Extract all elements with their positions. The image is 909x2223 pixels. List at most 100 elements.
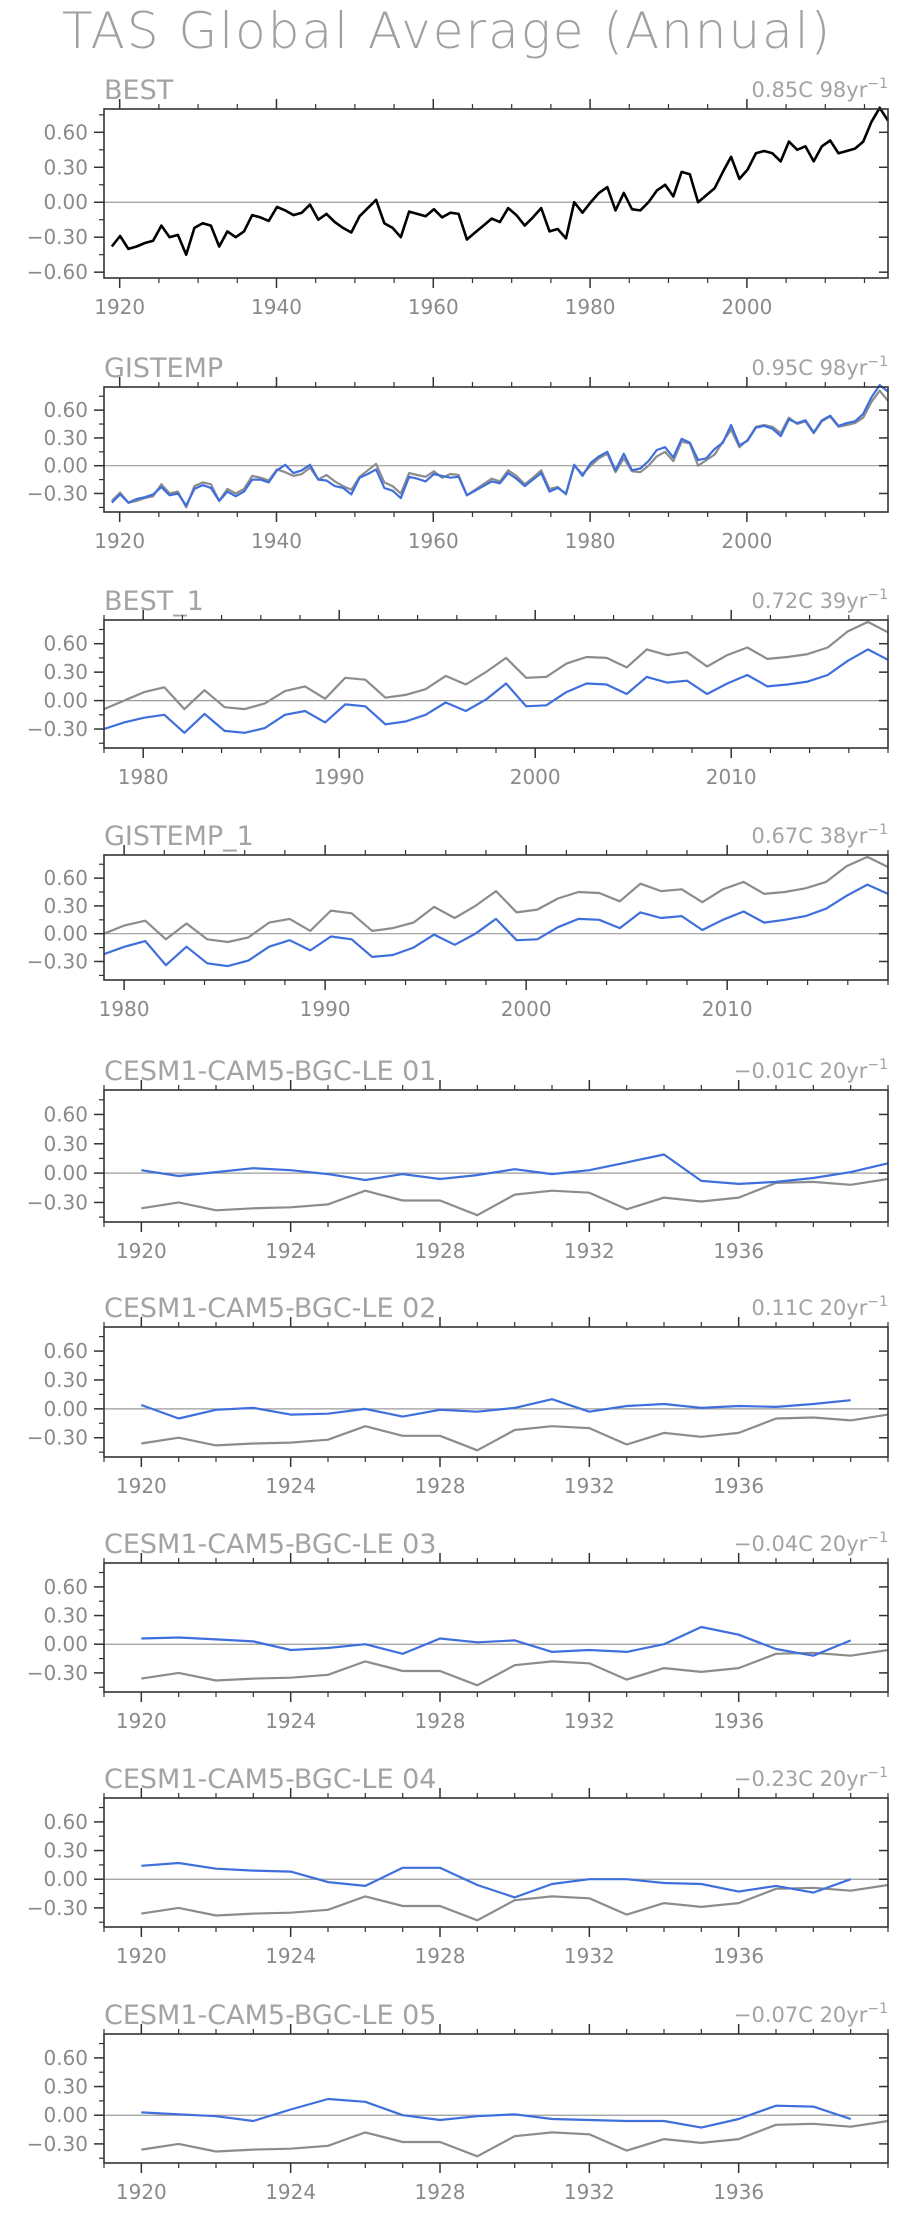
- reference-series-line: [103, 855, 889, 944]
- trend-exponent: −1: [867, 1765, 888, 1781]
- y-tick-label: 0.00: [43, 1632, 88, 1656]
- panel-title: BEST_1: [104, 586, 204, 617]
- x-tick-label: 2000: [721, 295, 772, 319]
- x-tick-label: 1980: [118, 765, 169, 789]
- x-tick-label: 1920: [116, 2180, 167, 2204]
- y-tick-label: 0.30: [43, 1604, 88, 1628]
- panel-trend: −0.04C 20yr−1: [734, 1530, 888, 1556]
- observed-series-line: [110, 106, 890, 256]
- x-tick-label: 2000: [721, 529, 772, 553]
- y-tick-label: 0.30: [43, 894, 88, 918]
- x-tick-label: 1920: [116, 1239, 167, 1263]
- x-tick-label: 1928: [415, 2180, 466, 2204]
- chart-panel: CESM1-CAM5-BGC-LE 02 0.11C 20yr−1 0.60 0.30…: [27, 1293, 889, 1498]
- model-series-line: [140, 1398, 851, 1420]
- y-tick-label: 0.00: [43, 1161, 88, 1185]
- x-tick-label: 1924: [265, 2180, 316, 2204]
- x-tick-label: 1940: [251, 529, 302, 553]
- x-tick-label: 1920: [116, 1944, 167, 1968]
- panel-title: CESM1-CAM5-BGC-LE 05: [104, 2000, 436, 2031]
- trend-exponent: −1: [867, 822, 888, 838]
- plot-frame: [103, 2033, 889, 2164]
- y-tick-label: 0.30: [43, 1368, 88, 1392]
- y-tick-label: 0.60: [43, 1339, 88, 1363]
- model-series-line: [103, 648, 889, 734]
- y-tick-label: −0.30: [27, 949, 88, 973]
- panel-trend: −0.23C 20yr−1: [734, 1765, 888, 1791]
- panel-title: GISTEMP: [104, 353, 223, 384]
- chart-panel: CESM1-CAM5-BGC-LE 04 −0.23C 20yr−1 0.60 0.3…: [27, 1764, 889, 1968]
- reference-series-line: [103, 620, 889, 711]
- x-tick-label: 2000: [501, 997, 552, 1021]
- plot-frame: [103, 1562, 889, 1693]
- model-series-line: [141, 1153, 889, 1185]
- x-tick-label: 1932: [564, 1474, 615, 1498]
- chart-panel: GISTEMP_1 0.67C 38yr−1 0.60 0.30 0.00 −0.30 19…: [27, 821, 889, 1021]
- y-tick-label: 0.00: [43, 1867, 88, 1891]
- x-tick-label: 1936: [713, 1709, 764, 1733]
- y-tick-label: 0.60: [43, 2046, 88, 2070]
- x-tick-label: 1990: [300, 997, 351, 1021]
- x-tick-label: 1924: [265, 1709, 316, 1733]
- y-tick-label: 0.00: [43, 1397, 88, 1421]
- x-tick-label: 1924: [265, 1944, 316, 1968]
- y-tick-label: 0.00: [43, 2103, 88, 2127]
- x-tick-label: 1960: [408, 529, 459, 553]
- y-tick-label: −0.30: [27, 2132, 88, 2156]
- reference-series-line: [141, 1413, 889, 1452]
- trend-exponent: −1: [867, 76, 888, 92]
- x-tick-label: 1936: [713, 1239, 764, 1263]
- x-tick-label: 1924: [265, 1239, 316, 1263]
- x-tick-label: 1932: [564, 1944, 615, 1968]
- x-tick-label: 1960: [408, 295, 459, 319]
- y-tick-label: 0.60: [43, 1810, 88, 1834]
- trend-exponent: −1: [867, 354, 888, 370]
- x-tick-label: 1920: [94, 529, 145, 553]
- y-tick-label: 0.60: [43, 866, 88, 890]
- panel-trend: −0.01C 20yr−1: [734, 1057, 888, 1083]
- y-tick-label: 0.60: [43, 632, 88, 656]
- y-tick-label: 0.60: [43, 398, 88, 422]
- y-tick-label: −0.30: [27, 481, 88, 505]
- panel-title: CESM1-CAM5-BGC-LE 02: [104, 1293, 436, 1324]
- x-tick-label: 1936: [713, 1474, 764, 1498]
- chart-panel: GISTEMP 0.95C 98yr−1 0.60 0.30 0.00 −0.301920…: [27, 353, 889, 553]
- panel-title: CESM1-CAM5-BGC-LE 01: [104, 1056, 436, 1087]
- reference-series-line: [141, 1177, 889, 1217]
- panel-trend: 0.72C 39yr−1: [751, 587, 888, 613]
- y-tick-label: −0.30: [27, 225, 88, 249]
- y-tick-label: 0.30: [43, 1839, 88, 1863]
- x-tick-label: 1936: [713, 2180, 764, 2204]
- x-tick-label: 1990: [314, 765, 365, 789]
- y-tick-label: −0.30: [27, 1190, 88, 1214]
- y-tick-label: 0.00: [43, 454, 88, 478]
- y-tick-label: 0.30: [43, 155, 88, 179]
- y-tick-label: −0.30: [27, 1896, 88, 1920]
- panel-trend: 0.95C 98yr−1: [751, 354, 888, 380]
- y-tick-label: 0.30: [43, 660, 88, 684]
- model-series-line: [141, 1861, 852, 1899]
- reference-series-line: [111, 389, 889, 509]
- x-tick-label: 1980: [565, 529, 616, 553]
- y-tick-label: 0.30: [43, 426, 88, 450]
- plot-frame: [103, 1326, 889, 1458]
- trend-exponent: −1: [867, 587, 888, 603]
- trend-exponent: −1: [867, 1057, 888, 1073]
- plot-frame: [103, 854, 889, 981]
- x-tick-label: 1928: [415, 1944, 466, 1968]
- y-tick-label: 0.30: [43, 2075, 88, 2099]
- y-tick-label: 0.60: [43, 1102, 88, 1126]
- panel-title: GISTEMP_1: [104, 821, 254, 852]
- plot-frame: [103, 386, 889, 513]
- panel-title: CESM1-CAM5-BGC-LE 04: [104, 1764, 436, 1795]
- trend-exponent: −1: [867, 1530, 888, 1546]
- x-tick-label: 1940: [251, 295, 302, 319]
- reference-series-line: [141, 1648, 889, 1687]
- model-series-line: [141, 1625, 852, 1657]
- x-tick-label: 1928: [415, 1474, 466, 1498]
- reference-series-line: [141, 1883, 889, 1922]
- panel-trend: −0.07C 20yr−1: [734, 2001, 888, 2027]
- model-series-line: [103, 883, 889, 968]
- x-tick-label: 1980: [565, 295, 616, 319]
